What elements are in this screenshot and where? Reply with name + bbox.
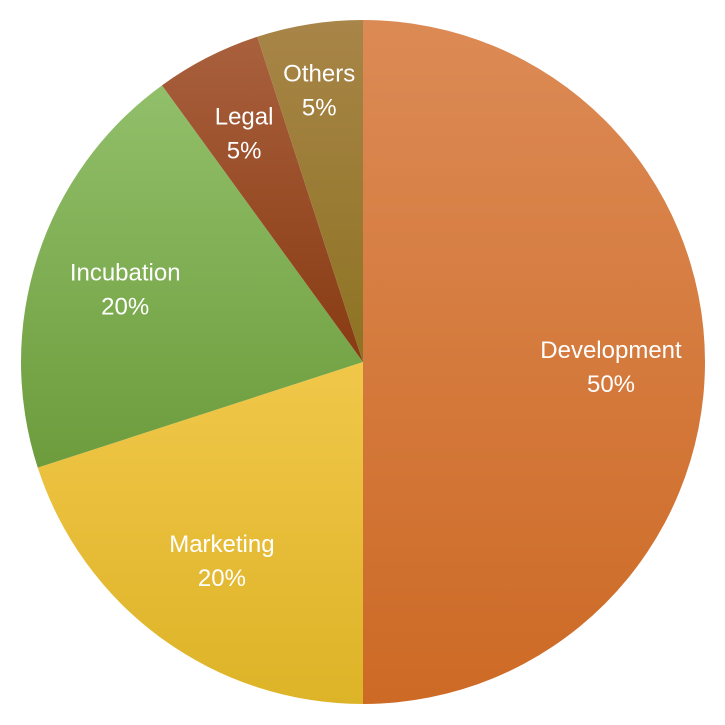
slice-label-name: Marketing xyxy=(169,531,274,558)
slice-label-percent: 20% xyxy=(101,294,149,321)
slice-label-percent: 50% xyxy=(587,371,635,398)
slice-label-legal: Legal 5% xyxy=(215,104,274,165)
pie-labels: Development 50% Marketing 20% Incubation 20% L… xyxy=(70,60,682,592)
pie-slice-others xyxy=(257,20,363,362)
slice-label-name: Legal xyxy=(215,104,274,131)
slice-label-percent: 5% xyxy=(227,138,262,165)
slice-label-name: Others xyxy=(283,60,355,87)
slice-label-development: Development 50% xyxy=(540,337,682,398)
slice-label-name: Incubation xyxy=(70,260,181,287)
slice-label-marketing: Marketing 20% xyxy=(169,531,274,592)
slice-label-percent: 5% xyxy=(302,94,337,121)
slice-label-percent: 20% xyxy=(198,565,246,592)
pie-slice-marketing xyxy=(37,362,364,704)
slice-label-others: Others 5% xyxy=(283,60,355,121)
pie-slice-incubation xyxy=(21,85,364,468)
slice-label-incubation: Incubation 20% xyxy=(70,260,181,321)
pie-slices xyxy=(21,20,705,704)
pie-slice-legal xyxy=(161,36,363,363)
slice-label-name: Development xyxy=(540,337,682,364)
pie-slice-development xyxy=(363,20,705,704)
